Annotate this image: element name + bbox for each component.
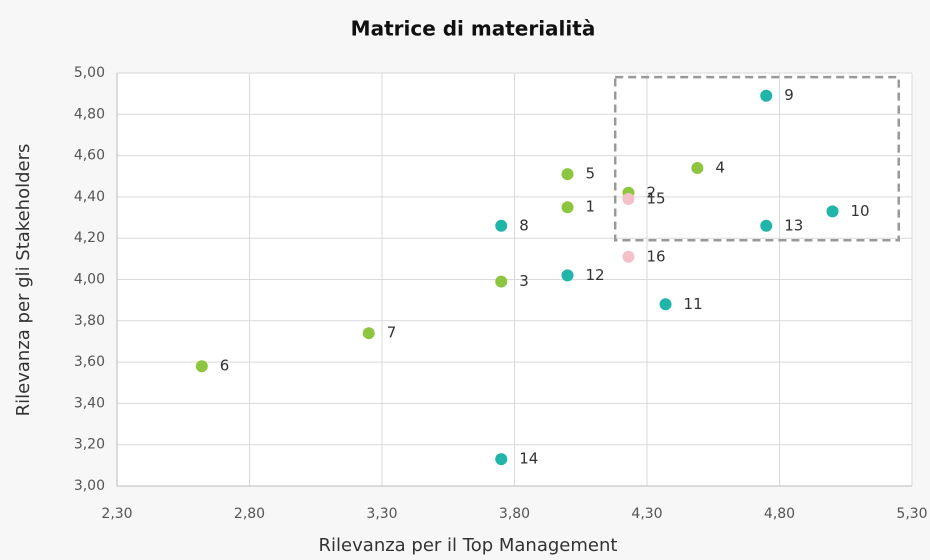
- point-label: 4: [715, 158, 725, 176]
- x-tick-label: 4,30: [631, 506, 662, 522]
- point: [195, 360, 208, 373]
- point-label: 9: [784, 86, 794, 104]
- y-tick-label: 5,00: [74, 65, 105, 81]
- point: [362, 327, 375, 340]
- point-label: 1: [586, 198, 596, 216]
- y-tick-label: 4,80: [74, 106, 105, 122]
- point: [760, 89, 773, 102]
- point-label: 12: [586, 266, 605, 284]
- x-tick-label: 4,80: [764, 506, 795, 522]
- y-tick-label: 3,20: [74, 437, 105, 453]
- y-tick-label: 4,60: [74, 148, 105, 164]
- point: [691, 161, 704, 174]
- y-tick-label: 3,80: [74, 313, 105, 329]
- point: [659, 298, 672, 311]
- point: [760, 219, 773, 232]
- y-tick-label: 4,40: [74, 189, 105, 205]
- point-label: 16: [646, 247, 665, 265]
- y-tick-label: 4,20: [74, 230, 105, 246]
- point-label: 13: [784, 216, 803, 234]
- y-axis-title: Rilevanza per gli Stakeholders: [13, 144, 34, 417]
- point: [495, 219, 508, 232]
- point: [826, 205, 839, 218]
- point-label: 8: [519, 216, 529, 234]
- point: [561, 168, 574, 181]
- point-label: 2: [646, 183, 656, 201]
- point: [495, 275, 508, 288]
- x-tick-label: 3,80: [499, 506, 530, 522]
- point-label: 7: [387, 324, 397, 342]
- point-label: 14: [519, 450, 538, 468]
- point: [622, 192, 635, 205]
- point-label: 11: [684, 295, 703, 313]
- x-tick-label: 3,30: [366, 506, 397, 522]
- y-tick-label: 4,00: [74, 272, 105, 288]
- point-label: 3: [519, 272, 529, 290]
- point-label: 5: [586, 165, 596, 183]
- y-tick-label: 3,60: [74, 354, 105, 370]
- y-tick-label: 3,00: [74, 478, 105, 494]
- point: [561, 269, 574, 282]
- chart-title: Matrice di materialità: [351, 17, 596, 41]
- point-label: 6: [220, 357, 230, 375]
- y-tick-label: 3,40: [74, 395, 105, 411]
- point-label: 10: [851, 202, 870, 220]
- point: [561, 201, 574, 214]
- point: [495, 453, 508, 466]
- x-tick-label: 2,30: [101, 506, 132, 522]
- point: [622, 250, 635, 263]
- x-tick-label: 2,80: [234, 506, 265, 522]
- highlight-box: [613, 75, 900, 242]
- x-axis-title: Rilevanza per il Top Management: [319, 535, 618, 556]
- x-tick-label: 5,30: [896, 506, 927, 522]
- point-label: 15: [646, 189, 665, 207]
